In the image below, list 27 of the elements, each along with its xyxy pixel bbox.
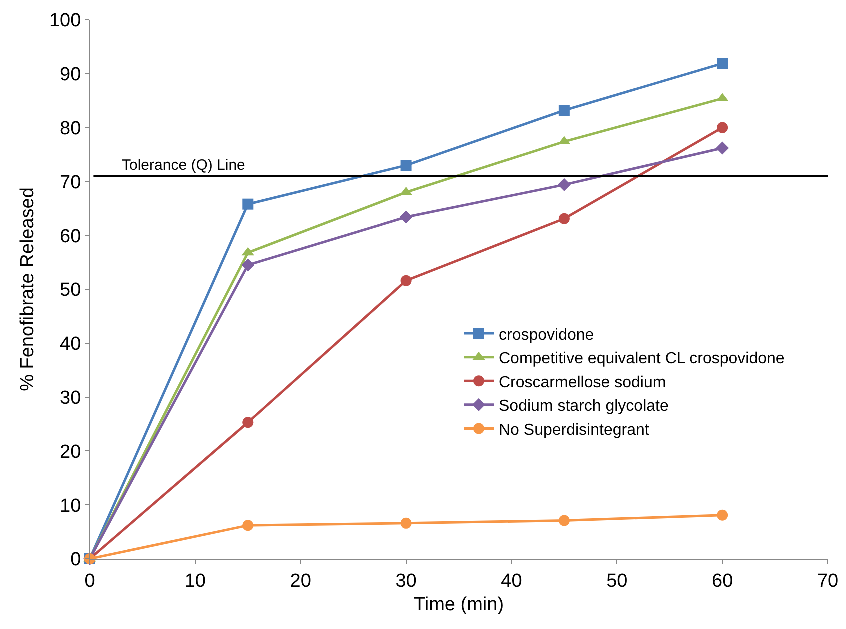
legend-label: Croscarmellose sodium: [499, 374, 666, 392]
x-axis-title: Time (min): [414, 594, 504, 616]
y-tick-label: 30: [60, 388, 82, 409]
x-tick-label: 0: [84, 570, 96, 592]
y-tick-label: 10: [60, 496, 82, 517]
y-tick-label: 90: [60, 64, 82, 86]
legend-label: Competitive equivalent CL crospovidone: [499, 350, 785, 368]
y-tick-label: 0: [70, 550, 82, 571]
legend-label: crospovidone: [499, 326, 594, 344]
x-tick-label: 60: [712, 570, 734, 592]
y-tick-label: 70: [60, 172, 82, 194]
x-tick-label: 20: [290, 570, 312, 592]
y-tick-label: 50: [60, 280, 82, 302]
x-tick-label: 40: [501, 570, 522, 592]
x-tick-label: 10: [184, 570, 206, 592]
x-tick-label: 50: [606, 570, 628, 592]
legend-label: No Superdisintegrant: [499, 422, 650, 439]
ref-line-label: Tolerance (Q) Line: [122, 157, 246, 174]
y-tick-label: 20: [60, 442, 82, 463]
y-tick-label: 100: [49, 10, 82, 32]
legend-label: Sodium starch glycolate: [499, 398, 669, 416]
y-axis-title: % Fenofibrate Released: [17, 188, 38, 392]
y-tick-label: 40: [60, 334, 82, 356]
x-tick-label: 30: [396, 570, 417, 592]
x-tick-label: 70: [817, 570, 839, 592]
y-tick-label: 80: [60, 118, 82, 140]
y-tick-label: 60: [60, 226, 82, 248]
